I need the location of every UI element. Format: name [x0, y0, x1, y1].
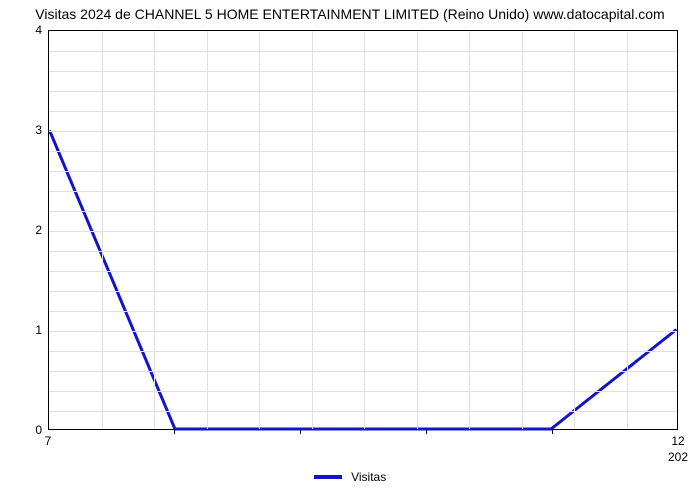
gridline-horizontal	[49, 191, 677, 192]
chart-title: Visitas 2024 de CHANNEL 5 HOME ENTERTAIN…	[0, 6, 700, 22]
gridline-horizontal	[49, 251, 677, 252]
y-tick-label: 0	[24, 423, 42, 437]
gridline-horizontal	[49, 271, 677, 272]
x-minor-tick	[552, 430, 553, 434]
gridline-horizontal	[49, 111, 677, 112]
gridline-horizontal	[49, 211, 677, 212]
y-tick-label: 3	[24, 123, 42, 137]
gridline-horizontal	[49, 351, 677, 352]
chart-container: Visitas 2024 de CHANNEL 5 HOME ENTERTAIN…	[0, 0, 700, 500]
x-right-sublabel: 202	[668, 450, 688, 464]
x-minor-tick	[300, 430, 301, 434]
gridline-horizontal	[49, 311, 677, 312]
y-tick-label: 2	[24, 223, 42, 237]
x-tick-label: 12	[671, 434, 684, 448]
series-line	[50, 131, 677, 430]
gridline-horizontal	[49, 231, 677, 232]
gridline-horizontal	[49, 51, 677, 52]
gridline-horizontal	[49, 291, 677, 292]
gridline-horizontal	[49, 71, 677, 72]
gridline-horizontal	[49, 131, 677, 132]
x-minor-tick	[426, 430, 427, 434]
gridline-horizontal	[49, 411, 677, 412]
gridline-horizontal	[49, 371, 677, 372]
y-tick-label: 1	[24, 323, 42, 337]
gridline-horizontal	[49, 331, 677, 332]
plot-area	[48, 30, 678, 430]
gridline-horizontal	[49, 391, 677, 392]
gridline-horizontal	[49, 171, 677, 172]
legend: Visitas	[0, 469, 700, 484]
x-tick-label: 7	[45, 434, 52, 448]
x-minor-tick	[174, 430, 175, 434]
gridline-horizontal	[49, 151, 677, 152]
legend-swatch	[314, 475, 342, 479]
legend-label: Visitas	[351, 470, 386, 484]
gridline-horizontal	[49, 91, 677, 92]
y-tick-label: 4	[24, 23, 42, 37]
